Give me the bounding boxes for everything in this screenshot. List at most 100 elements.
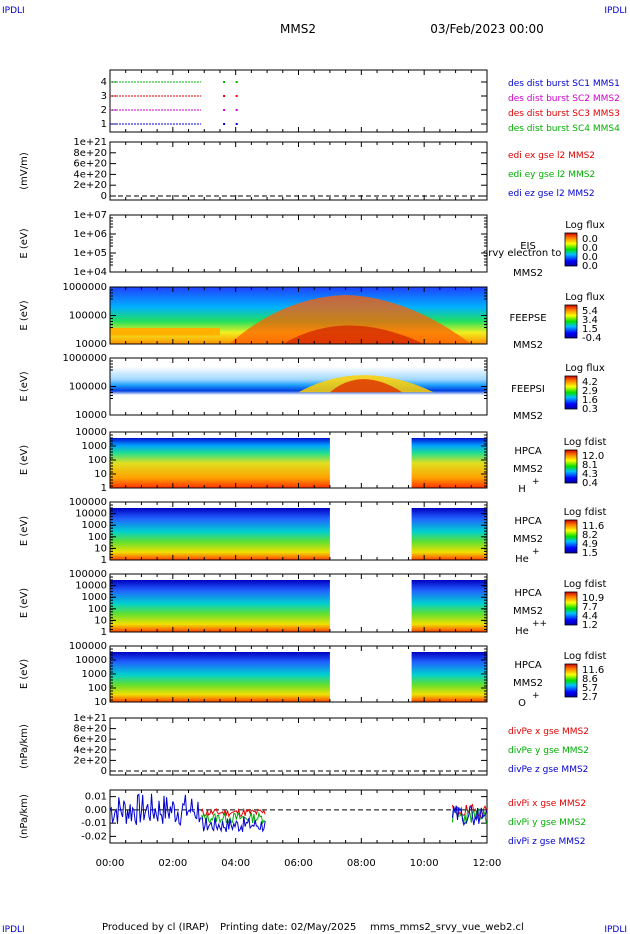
colorbar-label: 5.7 xyxy=(582,683,598,694)
colorbar-label: 4.4 xyxy=(582,611,598,622)
legend-entry: divPe z gse MMS2 xyxy=(508,765,588,775)
y-tick-label: 10 xyxy=(94,697,107,708)
colorbar-title: Log fdist xyxy=(564,437,607,448)
spectrogram-fill xyxy=(411,580,487,632)
spacecraft-label: MMS2 xyxy=(513,678,543,689)
colorbar-label: 12.0 xyxy=(582,451,604,462)
spectrogram-fill xyxy=(110,652,330,702)
y-axis-label: E (eV) xyxy=(19,371,30,401)
colorbar-label: 0.0 xyxy=(582,261,598,272)
y-tick-label: 1000 xyxy=(82,669,107,680)
legend-entry: des dist burst SC2 MMS2 xyxy=(508,94,620,104)
colorbar xyxy=(564,375,578,410)
colorbar-label: 11.6 xyxy=(582,521,604,532)
colorbar xyxy=(564,519,578,554)
legend-entry: divPe x gse MMS2 xyxy=(508,727,589,737)
legend-entry: divPe y gse MMS2 xyxy=(508,746,589,756)
y-tick-label: 10000 xyxy=(75,339,107,350)
panel-p11: 0.01 0.00 -0.01 -0.02 (nPa/km) divPi x gse MM… xyxy=(19,789,586,847)
y-tick-label: 1000 xyxy=(82,520,107,531)
y-tick-label: 1 xyxy=(101,483,107,494)
colorbar-label: 8.6 xyxy=(582,674,598,685)
x-tick-label: 06:00 xyxy=(284,858,313,869)
panel-frame xyxy=(109,69,488,133)
colorbar-title: Log fdist xyxy=(564,579,607,590)
colorbar xyxy=(564,304,578,339)
spectrogram-hot xyxy=(229,295,472,344)
footer-produced: Produced by cl (IRAP) xyxy=(102,922,209,933)
corner-label: IPDLI xyxy=(2,6,25,16)
y-axis-label: (nPa/km) xyxy=(19,724,30,769)
y-tick-label: 1 xyxy=(101,555,107,566)
legend-entry: divPi x gse MMS2 xyxy=(508,799,586,809)
colorbar-label: 0.0 xyxy=(582,234,598,245)
y-tick-label: 0 xyxy=(101,191,107,202)
colorbar-label: 8.1 xyxy=(582,460,598,471)
series-point xyxy=(223,81,226,83)
series-point xyxy=(235,123,238,125)
colorbar-label: 0.0 xyxy=(582,243,598,254)
spacecraft-label: MMS2 xyxy=(513,606,543,617)
y-tick-label: 10000 xyxy=(75,410,107,421)
y-tick-label: 3 xyxy=(101,91,107,102)
spacecraft-label: MMS2 xyxy=(513,268,543,279)
instrument-label: HPCA xyxy=(514,446,542,457)
y-tick-label: 100000 xyxy=(69,641,107,652)
y-tick-label: 10 xyxy=(94,615,107,626)
instrument-label: HPCA xyxy=(514,660,542,671)
colorbar-title: Log flux xyxy=(565,363,605,374)
colorbar-title: Log fdist xyxy=(564,507,607,518)
y-tick-label: -0.01 xyxy=(81,818,107,829)
spectrogram-fill xyxy=(110,438,330,488)
x-tick-label: 12:00 xyxy=(473,858,502,869)
panel-p9: 100000 10000 1000 100 10 E (eV) HPCA MMS2 O + Log … xyxy=(19,641,606,709)
colorbar-label: 8.2 xyxy=(582,530,598,541)
y-tick-label: 0.01 xyxy=(85,792,107,803)
y-tick-label: 10000 xyxy=(75,655,107,666)
y-axis-label: E (eV) xyxy=(19,300,30,330)
corner-label: IPDLI xyxy=(604,925,627,934)
instrument-label: HPCA xyxy=(514,588,542,599)
y-tick-label: 0.00 xyxy=(85,805,107,816)
colorbar-label: 7.7 xyxy=(582,602,598,613)
colorbar xyxy=(564,449,578,484)
x-tick-label: 08:00 xyxy=(347,858,376,869)
series-line xyxy=(200,816,266,833)
x-tick-label: 04:00 xyxy=(221,858,250,869)
legend-entry: des dist burst SC1 MMS1 xyxy=(508,79,620,89)
spectrogram-core xyxy=(329,379,403,393)
y-tick-label: 6e+20 xyxy=(73,159,107,170)
x-tick-label: 10:00 xyxy=(410,858,439,869)
colorbar xyxy=(564,663,578,698)
instrument-label: FEEPSE xyxy=(509,313,546,324)
colorbar-title: Log fdist xyxy=(564,651,607,662)
colorbar-title: Log flux xyxy=(565,220,605,231)
colorbar-label: 1.5 xyxy=(582,324,598,335)
footer-printing: Printing date: 02/May/2025 xyxy=(220,922,356,933)
panel-p5: 1000000 100000 10000 E (eV) FEEPSI MMS2 Log fl… xyxy=(19,353,605,422)
y-axis-label: E (eV) xyxy=(19,588,30,618)
legend-entry: edi ey gse l2 MMS2 xyxy=(508,170,595,180)
colorbar-label: 0.4 xyxy=(582,478,598,489)
colorbar-label: 2.7 xyxy=(582,692,598,703)
y-tick-label: 6e+20 xyxy=(73,734,107,745)
x-tick-label: 00:00 xyxy=(96,858,125,869)
spectrogram-band xyxy=(110,328,220,336)
legend-entry: divPi y gse MMS2 xyxy=(508,818,586,828)
y-tick-label: 0 xyxy=(101,766,107,777)
y-tick-label: 100 xyxy=(88,604,107,615)
y-tick-label: 10000 xyxy=(75,581,107,592)
corner-label: IPDLI xyxy=(604,6,627,16)
colorbar-label: 4.2 xyxy=(582,377,598,388)
panel-p4: 1000000 100000 10000 E (eV) FEEPSE MMS2 Log fl… xyxy=(19,282,605,351)
y-tick-label: 100 xyxy=(88,532,107,543)
y-axis-label: E (eV) xyxy=(19,228,30,258)
header-date: 03/Feb/2023 00:00 xyxy=(430,22,544,36)
panel-frame xyxy=(109,214,488,273)
series-point xyxy=(223,109,226,111)
spacecraft-label: MMS2 xyxy=(513,340,543,351)
series-point xyxy=(235,95,238,97)
legend-entry: edi ez gse l2 MMS2 xyxy=(508,189,595,199)
